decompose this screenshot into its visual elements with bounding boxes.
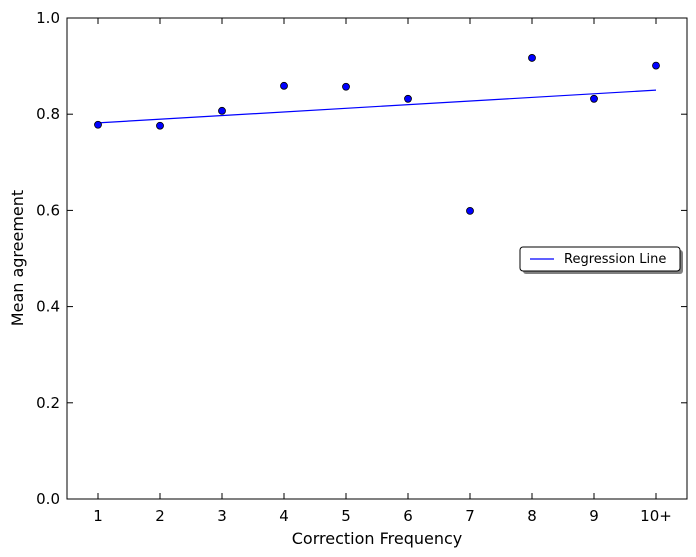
y-tick-label: 0.6 xyxy=(36,201,60,219)
data-point xyxy=(156,121,164,130)
data-point xyxy=(652,61,660,70)
x-tick-label: 2 xyxy=(155,507,165,525)
data-point xyxy=(590,94,598,103)
legend-box xyxy=(519,246,681,272)
x-axis-title: Correction Frequency xyxy=(292,529,463,548)
data-point xyxy=(466,206,474,215)
y-tick-label: 0.2 xyxy=(36,394,60,412)
data-point xyxy=(342,82,350,91)
x-tick-label: 3 xyxy=(217,507,227,525)
data-point xyxy=(528,54,536,62)
x-tick-label: 6 xyxy=(403,507,413,525)
data-point xyxy=(218,106,226,115)
legend-label: Regression Line xyxy=(564,252,666,267)
y-axis-title: Mean agreement xyxy=(8,190,27,326)
y-tick-label: 0.4 xyxy=(36,298,60,316)
y-tick-label: 0.8 xyxy=(36,105,60,123)
x-tick-label: 5 xyxy=(341,507,351,525)
x-tick-label: 7 xyxy=(465,507,475,525)
x-tick-label: 4 xyxy=(279,507,289,525)
data-point xyxy=(280,81,288,90)
x-tick-label: 10+ xyxy=(640,507,672,525)
y-tick-label: 0.0 xyxy=(36,490,60,508)
data-point xyxy=(404,94,412,103)
data-point xyxy=(94,120,102,129)
regression-line xyxy=(97,89,657,124)
x-tick-label: 1 xyxy=(93,507,103,525)
x-tick-label: 9 xyxy=(589,507,599,525)
data-points xyxy=(94,54,660,215)
y-tick-label: 1.0 xyxy=(36,9,60,27)
y-axis: 0.0 0.2 0.4 0.6 0.8 1.0 xyxy=(36,9,687,508)
x-tick-label: 8 xyxy=(527,507,537,525)
x-axis: 1 2 3 4 5 6 7 8 9 10+ xyxy=(93,18,672,525)
legend: Regression Line xyxy=(519,246,683,274)
